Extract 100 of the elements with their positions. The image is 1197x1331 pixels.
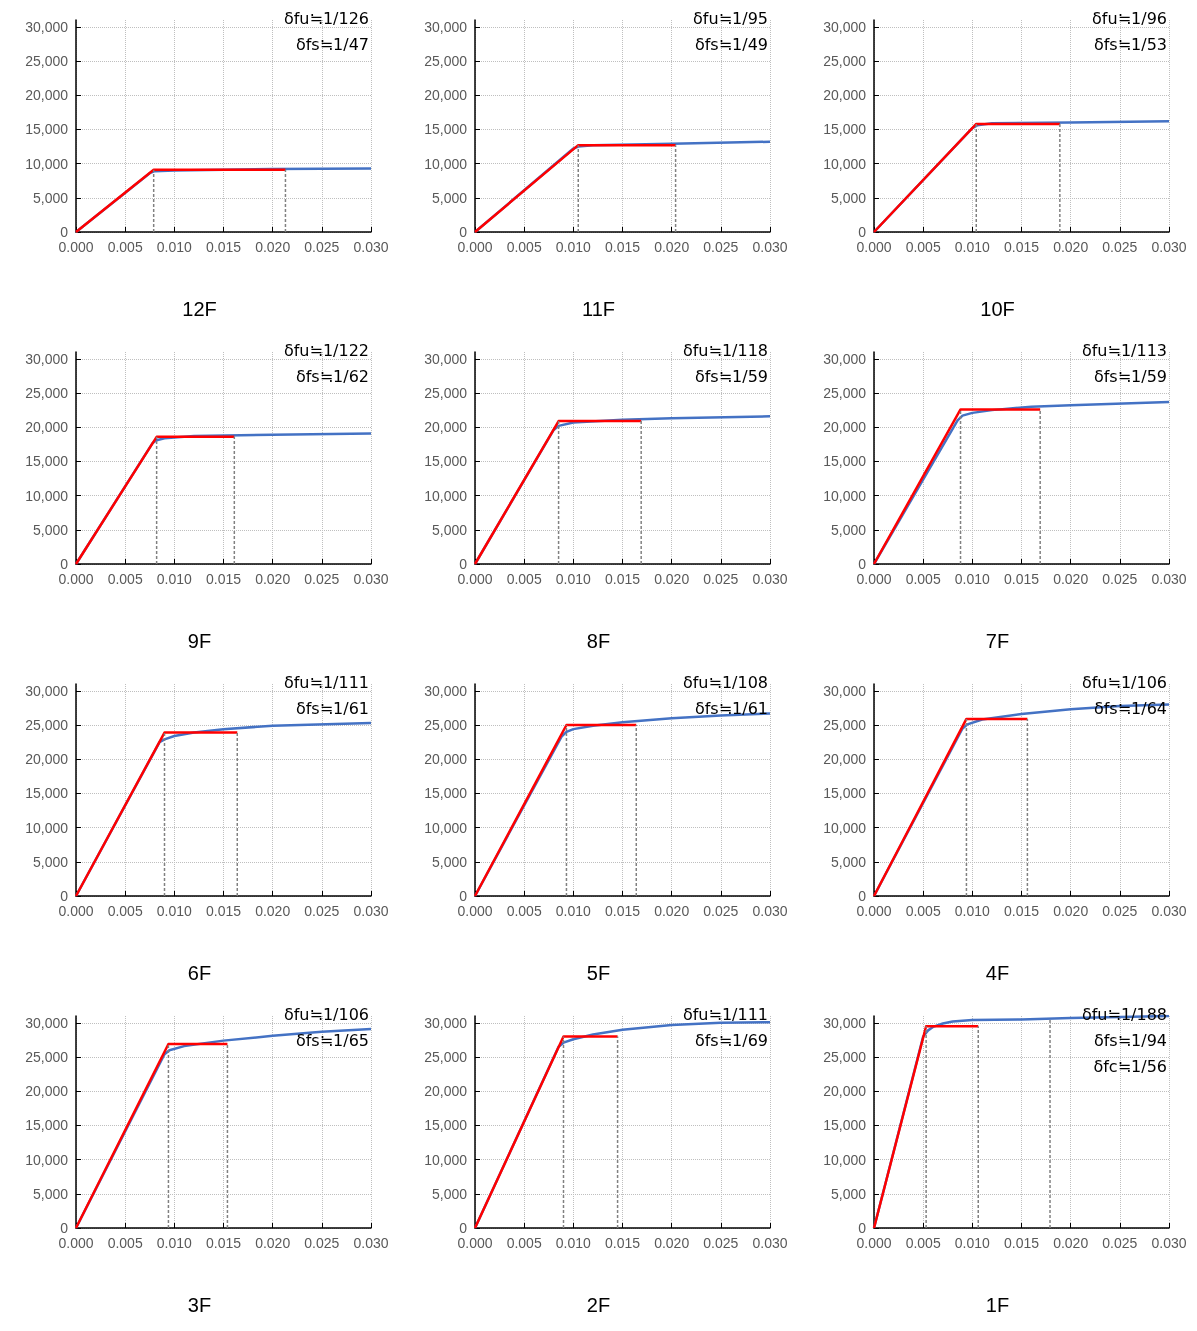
y-tick-label: 30,000	[424, 18, 468, 35]
x-tick-label: 0.005	[107, 571, 143, 587]
x-tick-label: 0.015	[205, 239, 242, 255]
y-tick-label: 5,000	[830, 853, 867, 870]
x-tick-label: 0.015	[1003, 1235, 1040, 1251]
x-tick-label: 0.020	[1053, 903, 1089, 919]
text: 11F	[582, 298, 615, 320]
x-tick-label: 0.030	[353, 1235, 389, 1251]
annotation: δfs≒1/47	[295, 34, 369, 54]
annotation: δfu≒1/111	[682, 1004, 768, 1024]
y-tick-label: 20,000	[25, 87, 69, 104]
x-tick-label: 0.010	[954, 1235, 991, 1251]
y-tick-label: 25,000	[25, 385, 69, 402]
annotation: δfs≒1/59	[1093, 366, 1167, 386]
y-tick-label: 10,000	[25, 819, 69, 836]
x-tick-label: 0.030	[1151, 571, 1187, 587]
x-tick-label: 0.005	[506, 903, 542, 919]
x-tick-label: 0.020	[654, 571, 690, 587]
x-tick-label: 0.000	[58, 239, 94, 255]
x-tick-label: 0.005	[107, 1235, 143, 1251]
y-tick-label: 15,000	[823, 785, 867, 802]
x-tick-label: 0.030	[353, 571, 389, 587]
text: 1F	[985, 1294, 1010, 1316]
x-tick-label: 0.020	[1053, 571, 1089, 587]
y-tick-label: 15,000	[25, 121, 69, 138]
y-tick-label: 15,000	[823, 121, 867, 138]
annotation: δfu≒1/113	[1081, 340, 1167, 360]
x-tick-label: 0.000	[457, 1235, 493, 1251]
x-tick-label: 0.030	[1151, 239, 1187, 255]
x-tick-label: 0.015	[604, 239, 641, 255]
y-tick-label: 5,000	[830, 1185, 867, 1202]
x-tick-label: 0.015	[604, 903, 641, 919]
x-tick-label: 0.030	[752, 903, 788, 919]
x-tick-label: 0.020	[1053, 1235, 1089, 1251]
annotation: δfu≒1/108	[682, 672, 768, 692]
text: 4F	[985, 962, 1010, 984]
y-tick-label: 5,000	[830, 189, 867, 206]
annotation: δfu≒1/126	[283, 8, 369, 28]
y-tick-label: 25,000	[823, 717, 867, 734]
y-tick-label: 10,000	[823, 487, 867, 504]
y-tick-label: 20,000	[823, 1083, 867, 1100]
annotation: δfu≒1/106	[1081, 672, 1167, 692]
x-tick-label: 0.000	[856, 239, 892, 255]
y-tick-label: 30,000	[823, 18, 867, 35]
x-tick-label: 0.010	[954, 571, 991, 587]
y-tick-label: 30,000	[823, 1014, 867, 1031]
text: 9F	[187, 630, 212, 652]
x-tick-label: 0.025	[304, 1235, 340, 1251]
y-tick-label: 20,000	[424, 1083, 468, 1100]
annotation: δfu≒1/95	[693, 8, 769, 28]
y-tick-label: 30,000	[25, 18, 69, 35]
x-tick-label: 0.025	[1102, 239, 1138, 255]
y-tick-label: 5,000	[32, 521, 69, 538]
y-tick-label: 10,000	[823, 155, 867, 172]
y-tick-label: 25,000	[424, 1049, 468, 1066]
x-tick-label: 0.000	[58, 571, 94, 587]
y-tick-label: 0	[858, 888, 867, 904]
x-tick-label: 0.025	[703, 571, 739, 587]
x-tick-label: 0.030	[752, 1235, 788, 1251]
x-tick-label: 0.015	[604, 1235, 641, 1251]
y-tick-label: 30,000	[823, 682, 867, 699]
text: 2F	[586, 1294, 611, 1316]
y-tick-label: 0	[459, 888, 468, 904]
x-tick-label: 0.000	[457, 571, 493, 587]
y-tick-label: 30,000	[424, 1014, 468, 1031]
x-tick-label: 0.010	[555, 1235, 592, 1251]
x-tick-label: 0.000	[457, 903, 493, 919]
text: 7F	[985, 630, 1010, 652]
x-tick-label: 0.000	[856, 903, 892, 919]
y-tick-label: 0	[459, 224, 468, 240]
y-tick-label: 30,000	[424, 350, 468, 367]
x-tick-label: 0.005	[905, 903, 941, 919]
y-tick-label: 15,000	[424, 121, 468, 138]
y-tick-label: 0	[858, 224, 867, 240]
y-tick-label: 5,000	[830, 521, 867, 538]
y-tick-label: 15,000	[25, 453, 69, 470]
text: 3F	[187, 1294, 212, 1316]
y-tick-label: 15,000	[25, 1117, 69, 1134]
y-tick-label: 25,000	[25, 1049, 69, 1066]
y-tick-label: 15,000	[823, 453, 867, 470]
annotation: δfs≒1/69	[694, 1030, 768, 1050]
x-tick-label: 0.005	[107, 903, 143, 919]
y-tick-label: 20,000	[823, 419, 867, 436]
y-tick-label: 30,000	[25, 350, 69, 367]
x-tick-label: 0.005	[506, 239, 542, 255]
annotation: δfu≒1/122	[283, 340, 369, 360]
y-tick-label: 25,000	[823, 1049, 867, 1066]
y-tick-label: 0	[858, 1220, 867, 1236]
text: 5F	[586, 962, 611, 984]
y-tick-label: 5,000	[431, 853, 468, 870]
y-tick-label: 5,000	[431, 521, 468, 538]
annotation: δfs≒1/65	[295, 1030, 369, 1050]
y-tick-label: 20,000	[25, 1083, 69, 1100]
x-tick-label: 0.000	[58, 1235, 94, 1251]
y-tick-label: 10,000	[823, 1151, 867, 1168]
x-tick-label: 0.005	[905, 571, 941, 587]
text: 8F	[586, 630, 611, 652]
y-tick-label: 25,000	[424, 53, 468, 70]
y-tick-label: 15,000	[823, 1117, 867, 1134]
x-tick-label: 0.015	[1003, 239, 1040, 255]
